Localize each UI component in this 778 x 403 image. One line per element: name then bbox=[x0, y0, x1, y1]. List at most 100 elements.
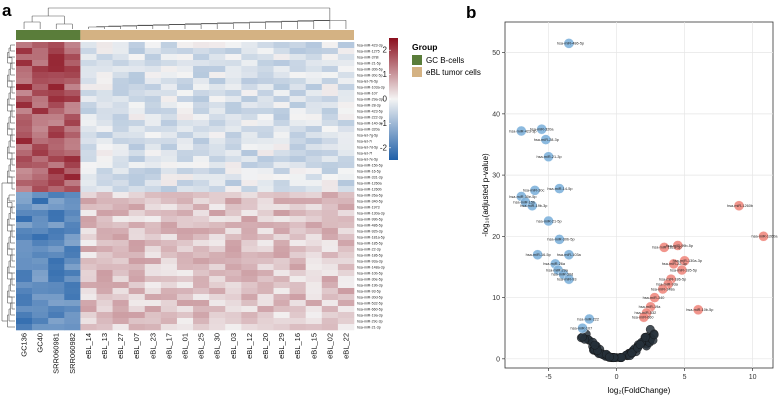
column-label: eBL_03 bbox=[229, 333, 238, 359]
heatmap-cell bbox=[128, 186, 146, 193]
row-label: hsa-miR-29c-3p bbox=[357, 320, 383, 324]
heatmap-cell bbox=[128, 162, 146, 169]
data-point bbox=[532, 249, 543, 260]
heatmap-cell bbox=[112, 84, 129, 91]
heatmap-cell bbox=[241, 276, 258, 283]
heatmap-cell bbox=[80, 246, 97, 253]
row-label: hsa-let-7i bbox=[357, 140, 372, 144]
heatmap-cell bbox=[176, 252, 194, 259]
data-point bbox=[563, 249, 575, 260]
heatmap-cell bbox=[209, 90, 226, 97]
column-label: GC40 bbox=[36, 333, 45, 353]
heatmap-cell bbox=[16, 126, 33, 133]
heatmap-cell bbox=[257, 288, 274, 295]
heatmap-cell bbox=[273, 90, 290, 97]
column-label: SRR060981 bbox=[52, 333, 61, 374]
heatmap-cell bbox=[193, 246, 210, 253]
heatmap-cell bbox=[225, 114, 242, 121]
heatmap-cell bbox=[305, 216, 323, 223]
heatmap-cell bbox=[209, 150, 226, 157]
colorbar-tick-label: -1 bbox=[380, 119, 388, 128]
heatmap-cell bbox=[80, 78, 97, 85]
point-label: hsa-miR-532 bbox=[635, 311, 657, 315]
heatmap-cell bbox=[257, 84, 274, 91]
row-dendrogram bbox=[1, 44, 15, 328]
heatmap-cell bbox=[257, 120, 274, 127]
heatmap-cell bbox=[241, 144, 258, 151]
heatmap-cell bbox=[193, 258, 210, 265]
heatmap-cell bbox=[289, 234, 307, 241]
data-point bbox=[543, 215, 554, 227]
heatmap-cell bbox=[176, 240, 194, 247]
heatmap-cell bbox=[305, 108, 323, 115]
heatmap-cell bbox=[160, 126, 178, 133]
heatmap-cell bbox=[160, 210, 178, 217]
data-point bbox=[693, 304, 704, 315]
heatmap-cell bbox=[273, 312, 290, 319]
heatmap-cell bbox=[128, 306, 146, 313]
heatmap-cell bbox=[289, 174, 307, 181]
heatmap-cell bbox=[160, 264, 178, 271]
heatmap-cell bbox=[193, 162, 210, 169]
heatmap-cell bbox=[273, 156, 290, 163]
heatmap-cell bbox=[64, 240, 81, 247]
heatmap-cell bbox=[48, 288, 65, 295]
heatmap-cell bbox=[305, 240, 323, 247]
heatmap-cell bbox=[209, 276, 226, 283]
data-point bbox=[529, 185, 541, 196]
heatmap-cell bbox=[48, 234, 65, 241]
heatmap-cell bbox=[96, 222, 113, 229]
heatmap-cell bbox=[321, 144, 339, 151]
heatmap-cell bbox=[160, 240, 178, 247]
heatmap-cell bbox=[128, 264, 146, 271]
heatmap-cell bbox=[209, 258, 226, 265]
heatmap-cell bbox=[48, 150, 65, 157]
heatmap-cell bbox=[321, 114, 339, 121]
row-label: hsa-miR-29a-3p bbox=[357, 98, 383, 102]
heatmap-cell bbox=[193, 174, 210, 181]
heatmap-cell bbox=[241, 102, 258, 109]
heatmap-cell bbox=[16, 300, 33, 307]
heatmap-cell bbox=[273, 150, 290, 157]
x-tick-label: 5 bbox=[683, 374, 687, 381]
data-point bbox=[554, 183, 565, 194]
heatmap-cell bbox=[337, 282, 355, 289]
heatmap-cell bbox=[80, 42, 97, 49]
heatmap-cell bbox=[64, 264, 81, 271]
x-axis-label: log₂(FoldChange) bbox=[608, 386, 671, 395]
heatmap-cell bbox=[128, 54, 146, 61]
heatmap-cell bbox=[176, 114, 194, 121]
heatmap-cell bbox=[225, 186, 242, 193]
heatmap-cell bbox=[337, 252, 355, 259]
heatmap-cell bbox=[96, 126, 113, 133]
heatmap-cell bbox=[225, 168, 242, 175]
heatmap-cell bbox=[32, 168, 49, 175]
heatmap-cell bbox=[273, 198, 290, 205]
heatmap-cell bbox=[176, 288, 194, 295]
heatmap-cell bbox=[32, 270, 49, 277]
heatmap-cell bbox=[305, 198, 323, 205]
heatmap-cell bbox=[96, 186, 113, 193]
heatmap-cell bbox=[225, 210, 242, 217]
heatmap-cell bbox=[176, 180, 194, 187]
row-label: hsa-miR-92b-3p bbox=[357, 230, 383, 234]
point-label: hsa-miR-320a bbox=[530, 128, 555, 132]
heatmap-cell bbox=[48, 120, 65, 127]
heatmap-cell bbox=[193, 240, 210, 247]
heatmap-cell bbox=[96, 138, 113, 145]
column-dendrogram bbox=[23, 7, 347, 29]
heatmap-cell bbox=[112, 276, 129, 283]
data-point bbox=[758, 231, 769, 242]
data-point bbox=[676, 264, 688, 276]
heatmap-cell bbox=[241, 282, 258, 289]
heatmap-cell bbox=[144, 228, 162, 235]
heatmap-cell bbox=[289, 252, 307, 259]
heatmap-cell bbox=[144, 324, 162, 331]
heatmap-cell bbox=[209, 42, 226, 49]
heatmap-cell bbox=[112, 54, 129, 61]
heatmap-cell bbox=[337, 324, 355, 331]
heatmap-cell bbox=[225, 150, 242, 157]
heatmap-cell bbox=[160, 60, 178, 67]
heatmap-cell bbox=[337, 264, 355, 271]
heatmap-cell bbox=[32, 48, 49, 55]
